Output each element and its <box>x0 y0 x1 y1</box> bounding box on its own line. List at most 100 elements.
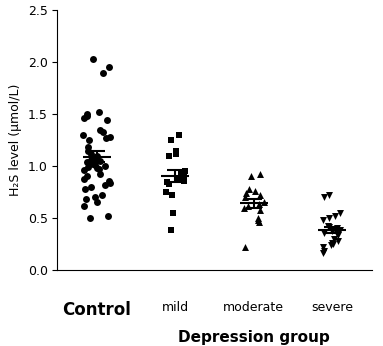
Point <box>178 172 184 177</box>
Point <box>170 210 176 216</box>
Point <box>82 186 88 192</box>
Point <box>242 244 248 250</box>
Point <box>175 132 182 138</box>
Point <box>97 127 103 133</box>
Point <box>246 186 252 192</box>
Point <box>260 200 267 205</box>
Point <box>182 169 188 174</box>
Point <box>102 163 108 169</box>
Point <box>92 162 98 168</box>
Point <box>168 137 174 143</box>
Point <box>329 229 335 234</box>
Point <box>100 70 106 75</box>
Point <box>83 197 89 202</box>
Point <box>93 200 100 205</box>
Point <box>94 153 100 158</box>
Point <box>331 236 337 242</box>
Y-axis label: H₂S level (μmol/L): H₂S level (μmol/L) <box>9 84 22 196</box>
Point <box>106 65 113 70</box>
Point <box>337 228 343 233</box>
Point <box>102 182 108 188</box>
Text: mild: mild <box>162 301 189 314</box>
Point <box>326 192 332 198</box>
Point <box>105 213 111 219</box>
Point <box>173 151 179 156</box>
Point <box>163 189 169 195</box>
Point <box>321 230 327 235</box>
Point <box>81 116 87 121</box>
Point <box>85 145 91 150</box>
Point <box>319 244 326 250</box>
Point <box>337 210 343 216</box>
Point <box>257 172 264 177</box>
Point <box>85 137 92 143</box>
Point <box>84 111 90 117</box>
Point <box>88 157 94 163</box>
Point <box>167 228 173 233</box>
Point <box>257 207 263 212</box>
Point <box>80 203 87 208</box>
Point <box>100 129 106 135</box>
Point <box>174 177 180 182</box>
Point <box>329 240 335 246</box>
Point <box>180 176 187 181</box>
Point <box>169 192 175 198</box>
Point <box>326 215 332 221</box>
Point <box>88 151 94 156</box>
Point <box>242 194 248 200</box>
Text: Control: Control <box>62 301 131 319</box>
Text: severe: severe <box>311 301 353 314</box>
Point <box>107 180 113 185</box>
Point <box>88 184 94 190</box>
Point <box>321 194 327 200</box>
Point <box>255 217 262 223</box>
Point <box>80 132 86 138</box>
Point <box>320 217 326 223</box>
Point <box>84 174 90 179</box>
Point <box>90 161 96 167</box>
Point <box>334 232 340 237</box>
Point <box>181 174 187 179</box>
Point <box>87 215 93 221</box>
Point <box>252 188 258 194</box>
Point <box>334 226 340 231</box>
Point <box>88 160 94 166</box>
Point <box>330 241 336 247</box>
Point <box>173 148 179 153</box>
Point <box>243 190 249 196</box>
Point <box>328 242 334 248</box>
Point <box>106 178 113 183</box>
Point <box>96 166 102 172</box>
Text: moderate: moderate <box>223 301 284 314</box>
Point <box>256 202 262 207</box>
Point <box>248 174 254 179</box>
Point <box>335 238 341 244</box>
Point <box>97 158 103 164</box>
Point <box>84 113 90 119</box>
Point <box>181 178 187 183</box>
Point <box>104 118 110 123</box>
Text: Depression group: Depression group <box>178 330 330 345</box>
Point <box>90 56 96 62</box>
Point <box>334 231 340 236</box>
Point <box>83 159 90 165</box>
Point <box>257 192 263 198</box>
Point <box>81 167 87 173</box>
Point <box>166 181 172 186</box>
Point <box>332 213 338 219</box>
Point <box>164 179 170 184</box>
Point <box>255 215 261 221</box>
Point <box>81 176 87 181</box>
Point <box>326 225 332 230</box>
Point <box>107 134 113 140</box>
Point <box>256 219 262 225</box>
Point <box>103 135 109 141</box>
Point <box>332 227 338 232</box>
Point <box>97 109 103 115</box>
Point <box>99 192 105 198</box>
Point <box>325 224 331 229</box>
Point <box>94 165 100 171</box>
Point <box>241 205 247 210</box>
Point <box>320 251 326 256</box>
Point <box>244 203 250 208</box>
